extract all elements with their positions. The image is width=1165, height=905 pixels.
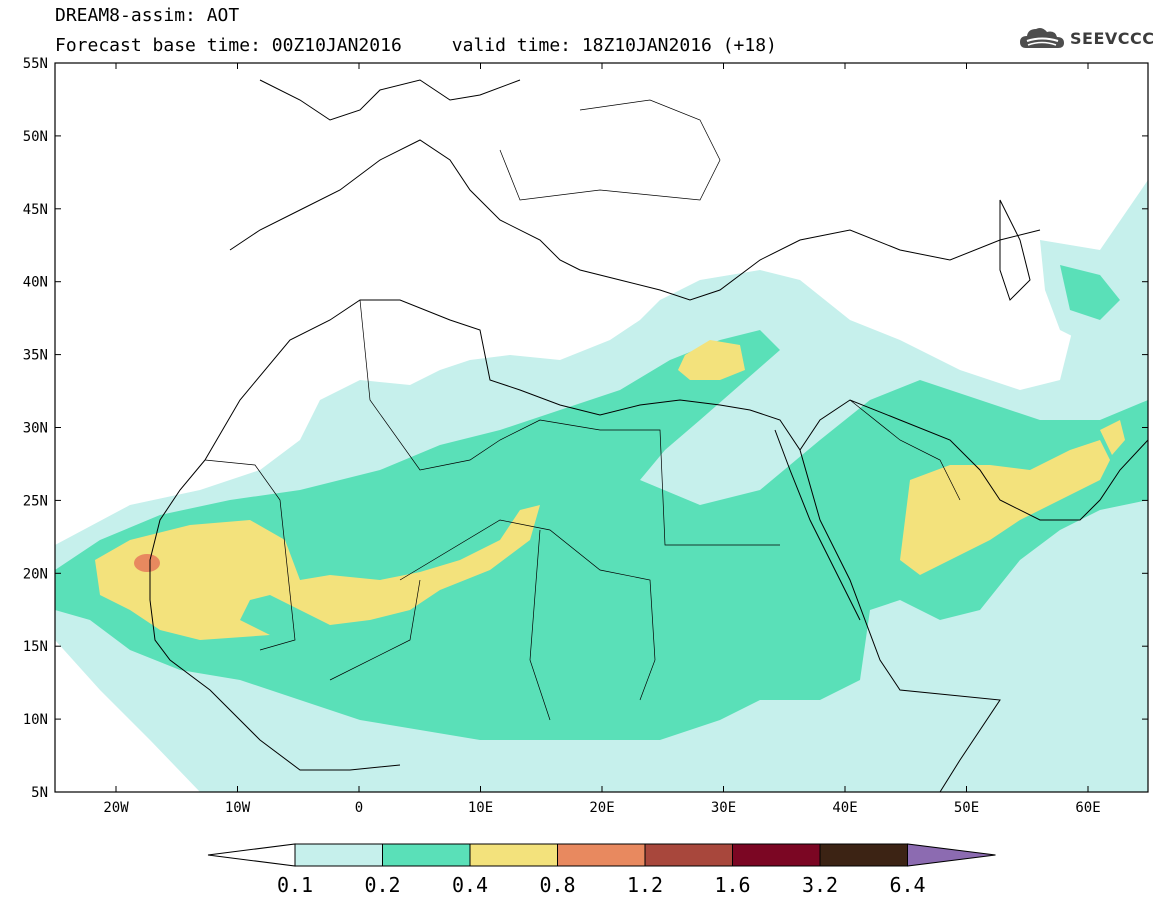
colorbar-label: 0.4: [452, 873, 488, 897]
colorbar-swatch: [557, 843, 646, 867]
lat-tick-label: 10N: [23, 712, 48, 728]
lat-tick-label: 35N: [23, 348, 48, 364]
aot-region-mid: [55, 330, 1148, 740]
colorbar-swatch: [732, 843, 821, 867]
aot-colorbar: 0.1 0.2 0.4 0.8 1.2 1.6 3.2 6.4: [207, 843, 996, 897]
lat-tick-label: 55N: [23, 56, 48, 72]
aot-region-high-cyprus: [678, 340, 745, 380]
colorbar-swatch: [294, 843, 383, 867]
colorbar-left-arrow: [207, 843, 296, 867]
time-info: Forecast base time: 00Z10JAN2016 valid ti…: [55, 36, 777, 56]
arabia-coastline: [799, 399, 1148, 521]
aot-region-peak: [134, 554, 160, 572]
longitude-axis: 20W 10W 0 10E 20E 30E 40E 50E 60E: [103, 63, 1101, 816]
aot-region-mid-north: [1060, 265, 1120, 320]
border-line: [399, 519, 656, 701]
colorbar-label: 0.1: [277, 873, 313, 897]
border-line: [499, 99, 721, 201]
lon-tick-label: 50E: [954, 800, 979, 816]
cloud-logo-icon: [1020, 28, 1064, 48]
colorbar-swatch: [382, 843, 471, 867]
lat-tick-label: 45N: [23, 202, 48, 218]
lon-tick-label: 10E: [468, 800, 493, 816]
caspian-coastline: [999, 199, 1031, 301]
aot-region-high-gulf: [1100, 420, 1125, 455]
lon-tick-label: 20E: [589, 800, 614, 816]
colorbar-label: 0.8: [539, 873, 575, 897]
border-line: [529, 529, 551, 721]
colorbar-label: 6.4: [889, 873, 925, 897]
lat-tick-label: 25N: [23, 493, 48, 509]
colorbar-label: 3.2: [802, 873, 838, 897]
colorbar-label: 1.2: [627, 873, 663, 897]
colorbar-swatch: [469, 843, 558, 867]
lat-tick-label: 20N: [23, 566, 48, 582]
aot-region-high-west: [95, 505, 540, 640]
borders: [204, 99, 961, 721]
border-line: [359, 299, 780, 546]
west-africa-coastline: [149, 459, 401, 771]
red-sea-coastline: [774, 429, 861, 621]
north-europe-coastline: [259, 79, 521, 121]
colorbar-label: 0.2: [364, 873, 400, 897]
lon-tick-label: 10W: [225, 800, 251, 816]
colorbar-right-arrow: [907, 843, 996, 867]
border-line: [849, 399, 961, 501]
latitude-axis: 55N 50N 45N 40N 35N 30N 25N 20N 15N 10N 5N: [23, 56, 1148, 801]
aot-region-high-east: [900, 440, 1110, 575]
lon-tick-label: 60E: [1075, 800, 1100, 816]
valid-time: valid time: 18Z10JAN2016 (+18): [451, 35, 777, 56]
lat-tick-label: 30N: [23, 421, 48, 437]
lon-tick-label: 30E: [711, 800, 736, 816]
lat-tick-label: 5N: [31, 785, 48, 801]
lat-tick-label: 40N: [23, 275, 48, 291]
lat-tick-label: 50N: [23, 129, 48, 145]
lon-tick-label: 0: [355, 800, 363, 816]
aot-contours: [55, 180, 1148, 792]
forecast-base-time: Forecast base time: 00Z10JAN2016: [55, 35, 402, 56]
logo-text: SEEVCCC: [1070, 28, 1155, 48]
model-title: DREAM8-assim: AOT: [55, 5, 240, 26]
europe-coastline: [229, 139, 1041, 301]
lat-tick-label: 15N: [23, 639, 48, 655]
colorbar-label: 1.6: [714, 873, 750, 897]
seevccc-logo: SEEVCCC: [1018, 24, 1155, 52]
border-line: [329, 579, 421, 681]
border-line: [204, 459, 296, 651]
colorbar-swatch: [819, 843, 908, 867]
lon-tick-label: 40E: [832, 800, 857, 816]
lon-tick-label: 20W: [103, 800, 129, 816]
colorbar-swatch: [644, 843, 733, 867]
